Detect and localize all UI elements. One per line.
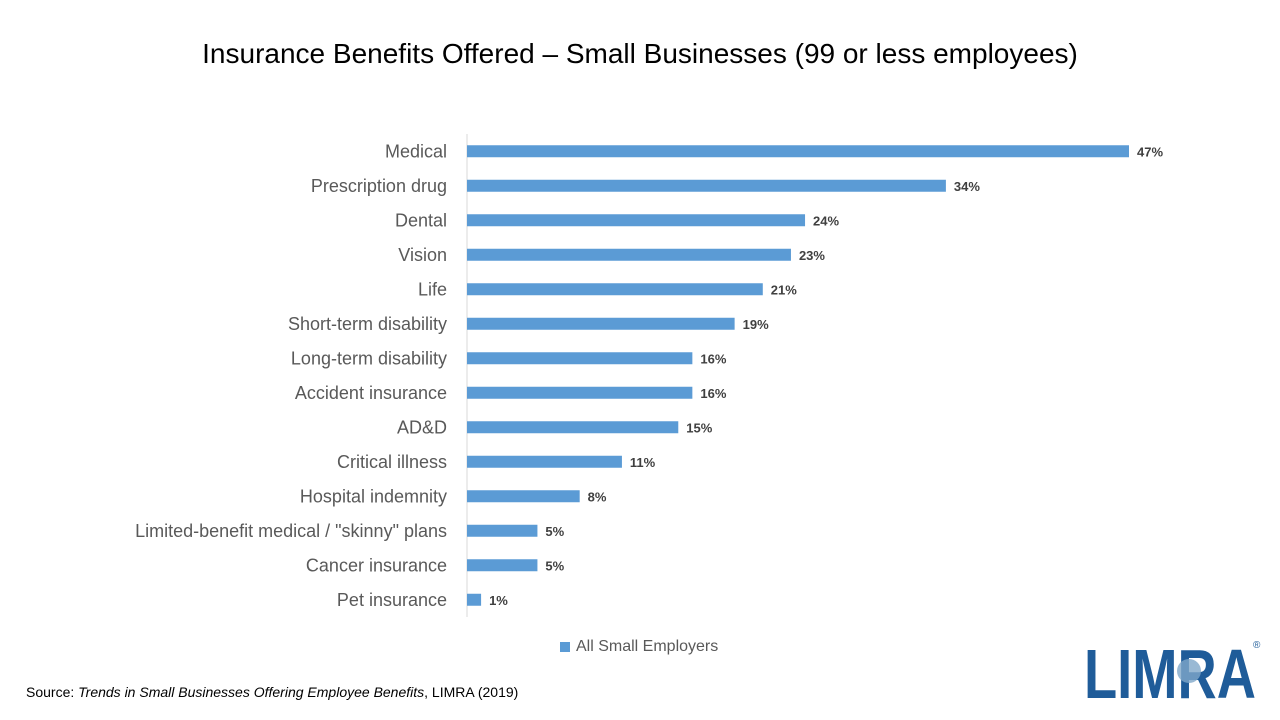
registered-mark: ® xyxy=(1253,640,1261,651)
data-label: 16% xyxy=(700,386,726,401)
legend-swatch xyxy=(560,642,570,652)
category-label: Dental xyxy=(395,210,447,230)
data-label: 21% xyxy=(771,282,797,297)
category-label: Accident insurance xyxy=(295,383,447,403)
bar xyxy=(467,317,735,330)
category-label: Short-term disability xyxy=(288,314,447,334)
data-label: 34% xyxy=(954,179,980,194)
data-label: 15% xyxy=(686,420,712,435)
bar xyxy=(467,559,538,572)
bar xyxy=(467,145,1129,158)
data-label: 1% xyxy=(489,593,508,608)
globe-icon xyxy=(1177,659,1201,683)
data-label: 47% xyxy=(1137,144,1163,159)
category-label: Prescription drug xyxy=(311,176,447,196)
bar xyxy=(467,421,679,434)
bar xyxy=(467,490,580,503)
category-label: Cancer insurance xyxy=(306,555,447,575)
category-label: Life xyxy=(418,279,447,299)
data-label: 24% xyxy=(813,213,839,228)
source-prefix: Source: xyxy=(26,684,75,700)
source-note: Source: Trends in Small Businesses Offer… xyxy=(26,684,518,700)
category-label: Limited-benefit medical / "skinny" plans xyxy=(135,521,447,541)
bar xyxy=(467,248,791,261)
data-label: 23% xyxy=(799,248,825,263)
bar xyxy=(467,455,622,468)
category-label: Vision xyxy=(398,245,447,265)
data-label: 16% xyxy=(700,351,726,366)
data-label: 19% xyxy=(743,317,769,332)
bar xyxy=(467,593,482,606)
category-label: Medical xyxy=(385,141,447,161)
legend-label: All Small Employers xyxy=(576,638,719,655)
source-suffix: , LIMRA (2019) xyxy=(424,684,519,700)
limra-logo-text: LIMRA xyxy=(1084,638,1256,704)
data-label: 11% xyxy=(630,455,656,470)
category-label: Long-term disability xyxy=(291,348,447,368)
category-label: Hospital indemnity xyxy=(300,486,447,506)
legend: All Small Employers xyxy=(560,638,718,656)
data-label: 5% xyxy=(545,558,564,573)
bar xyxy=(467,179,946,192)
bar xyxy=(467,386,693,399)
category-label: Pet insurance xyxy=(337,590,447,610)
data-label: 8% xyxy=(588,489,607,504)
source-publication: Trends in Small Businesses Offering Empl… xyxy=(78,684,425,700)
data-label: 5% xyxy=(545,524,564,539)
category-label: Critical illness xyxy=(337,452,447,472)
bar xyxy=(467,283,763,296)
bar xyxy=(467,214,806,227)
limra-logo: LIMRA ® xyxy=(1084,638,1261,704)
category-label: AD&D xyxy=(397,417,447,437)
chart-title: Insurance Benefits Offered – Small Busin… xyxy=(202,38,1078,69)
bar xyxy=(467,352,693,365)
bar xyxy=(467,524,538,537)
